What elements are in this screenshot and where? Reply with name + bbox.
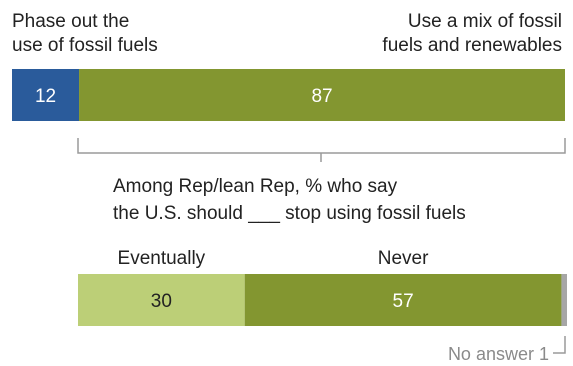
bar-eventually xyxy=(78,274,245,326)
no-answer-leader xyxy=(553,336,566,354)
top-left-label-line1: Phase out the xyxy=(12,11,129,32)
no-answer-label: No answer 1 xyxy=(448,344,549,364)
label-eventually: Eventually xyxy=(118,248,206,269)
bracket xyxy=(77,138,566,162)
bar-phase-out-value: 12 xyxy=(35,86,56,107)
sub-title-line1: Among Rep/lean Rep, % who say xyxy=(113,176,398,197)
bar-no-answer xyxy=(561,274,567,326)
label-never: Never xyxy=(378,248,429,269)
bar-mix xyxy=(79,69,565,121)
bar-never-value: 57 xyxy=(393,291,414,312)
top-left-label-line2: use of fossil fuels xyxy=(12,35,158,56)
bar-eventually-value: 30 xyxy=(151,291,172,312)
bar-mix-value: 87 xyxy=(311,86,332,107)
bar-never xyxy=(244,274,562,326)
top-right-label-line1: Use a mix of fossil xyxy=(408,11,562,32)
bar-phase-out xyxy=(12,69,80,121)
sub-title-line2: the U.S. should ___ stop using fossil fu… xyxy=(113,203,466,224)
top-right-label-line2: fuels and renewables xyxy=(382,35,562,56)
